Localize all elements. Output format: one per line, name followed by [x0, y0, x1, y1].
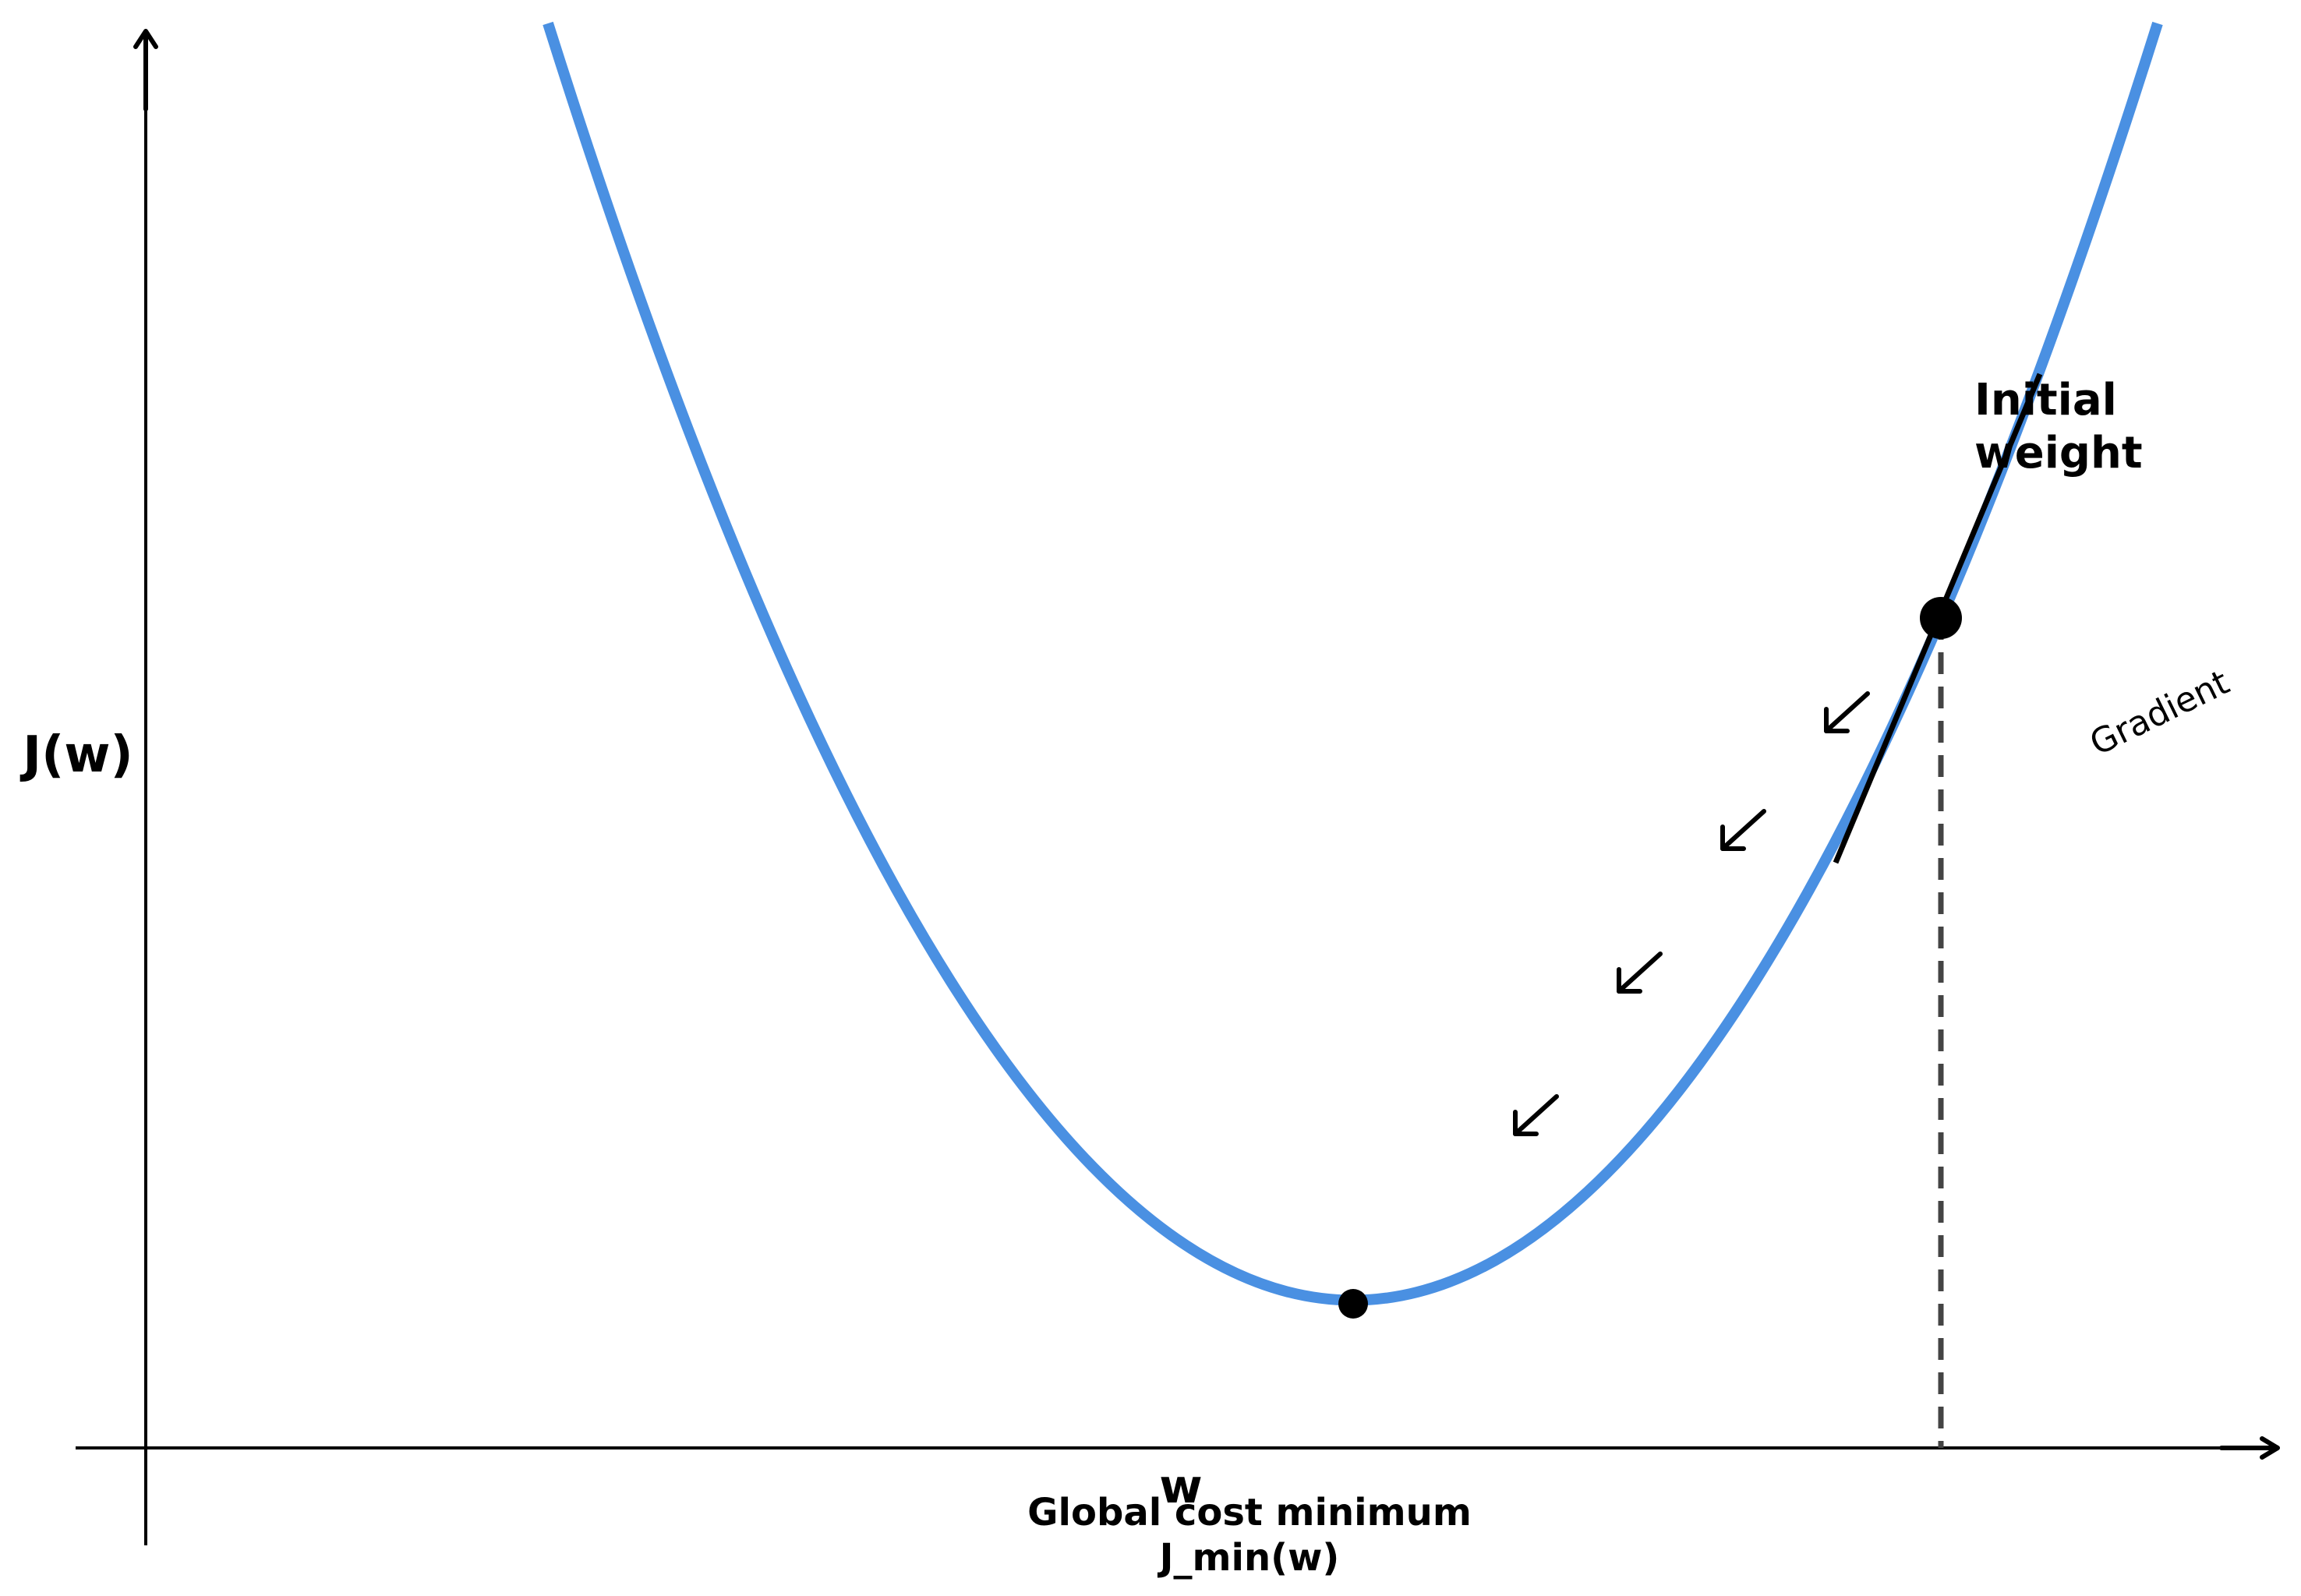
initial-weight-label-line1: Initial	[1974, 375, 2117, 425]
descent-arrow-icon	[1513, 1094, 1559, 1136]
global-minimum-label-line2: J_min(w)	[1158, 1536, 1340, 1580]
initial-weight-label-line2: weight	[1974, 428, 2143, 478]
global-minimum-label-line1: Global cost minimum	[1027, 1491, 1472, 1534]
cost-curve	[543, 21, 2163, 1306]
descent-arrow-icon	[1720, 809, 1766, 851]
initial-weight-point	[1920, 597, 1962, 639]
x-axis-label: w	[1159, 1460, 1202, 1514]
descent-arrow-icon	[1617, 952, 1663, 994]
descent-arrow-icon	[1824, 691, 1870, 733]
global-minimum-point	[1338, 1289, 1368, 1319]
y-axis-label: J(w)	[19, 726, 133, 784]
descent-arrows	[1513, 691, 1870, 1136]
x-axis-arrow-icon	[2219, 1436, 2280, 1460]
gradient-label: Gradient	[2084, 662, 2235, 764]
y-axis-arrow-icon	[133, 29, 158, 111]
